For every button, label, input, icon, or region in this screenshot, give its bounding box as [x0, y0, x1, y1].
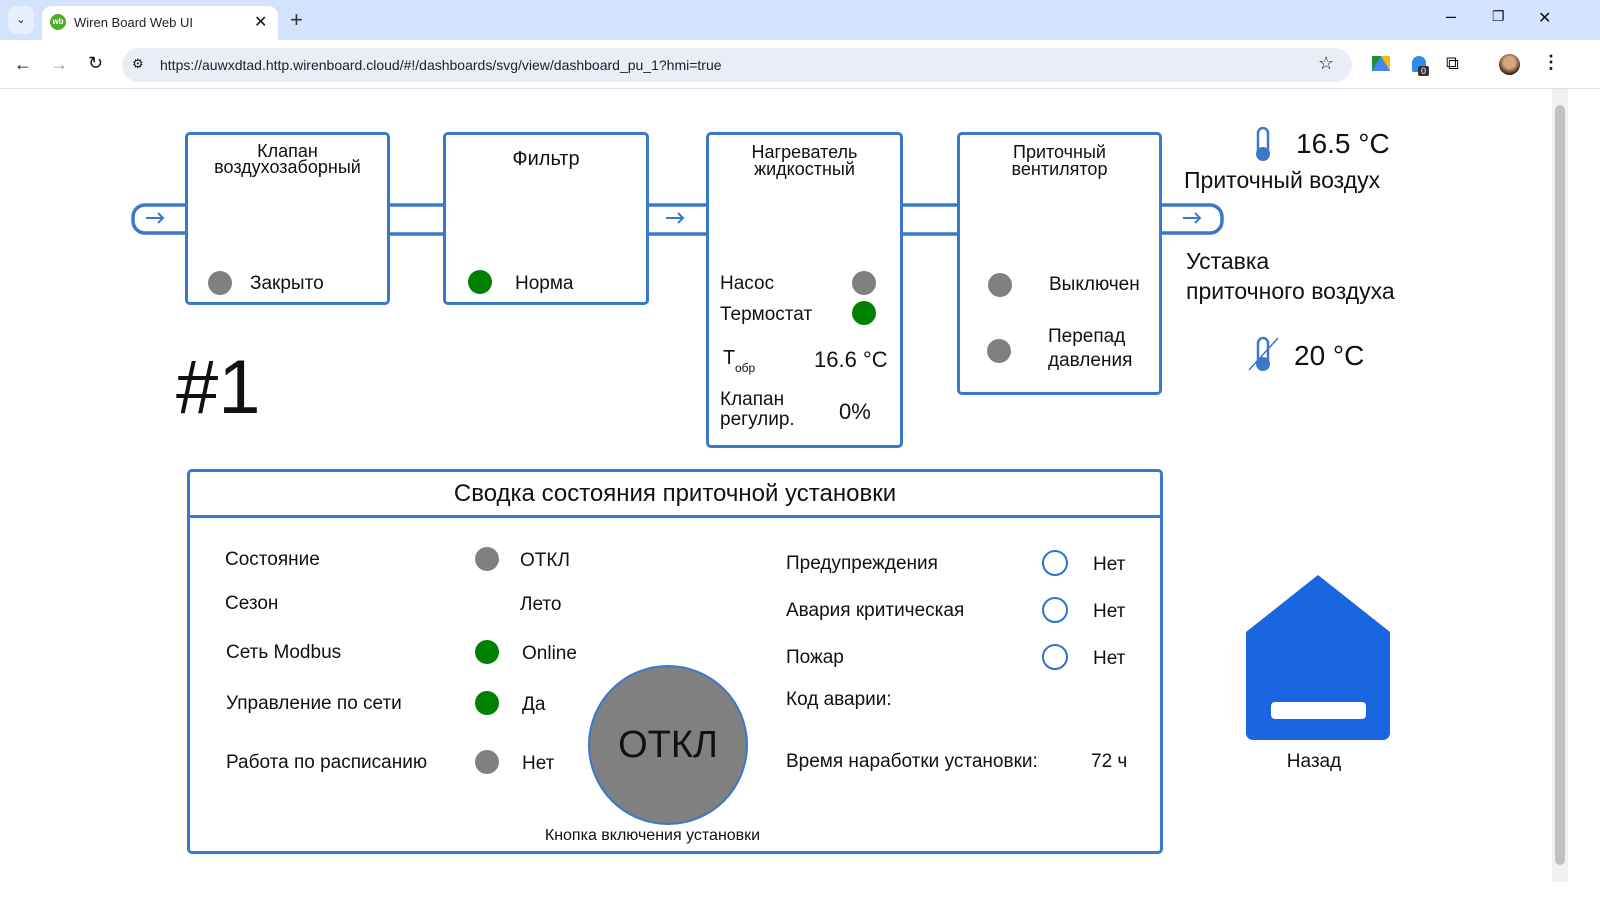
- close-tab-icon[interactable]: ✕: [254, 14, 268, 31]
- menu-kebab-icon[interactable]: ⋮: [1542, 52, 1560, 72]
- status-indicator: [475, 547, 499, 571]
- filter-panel[interactable]: Фильтр Норма: [443, 132, 649, 305]
- bookmark-star-icon[interactable]: ☆: [1318, 53, 1335, 73]
- summary-label: Сезон: [225, 593, 279, 614]
- runtime-value: 72 ч: [1091, 751, 1128, 772]
- pressure-label-2: давления: [1048, 350, 1133, 371]
- forward-icon[interactable]: →: [50, 54, 68, 74]
- status-indicator: [475, 691, 499, 715]
- supply-temp: 16.5 °C: [1296, 128, 1390, 159]
- alarm-value: Нет: [1093, 601, 1126, 622]
- valve-label: Клапан: [720, 389, 785, 410]
- summary-value: Лето: [520, 594, 562, 615]
- heater-panel[interactable]: Нагреватель жидкостный Насос Термостат T…: [706, 132, 903, 448]
- filter-title: Фильтр: [512, 148, 580, 170]
- setpoint-thermometer-icon: [1248, 336, 1279, 371]
- duct-segment: [902, 203, 957, 236]
- alarm-code-label: Код аварии:: [786, 689, 892, 710]
- back-button[interactable]: [1246, 575, 1391, 775]
- duct-segment: [648, 203, 706, 236]
- power-caption: Кнопка включения установки: [544, 827, 761, 844]
- back-icon[interactable]: ←: [14, 54, 32, 74]
- thermometer-icon: [1256, 126, 1270, 161]
- summary-label: Сеть Modbus: [226, 642, 342, 663]
- extensions-puzzle-icon[interactable]: ⧉: [1446, 53, 1459, 73]
- runtime-label: Время наработки установки:: [786, 751, 1038, 772]
- setpoint-label-2: приточного воздуха: [1186, 278, 1395, 304]
- pressure-label: Перепад: [1048, 326, 1126, 347]
- return-temp-value: 16.6 °C: [814, 347, 888, 372]
- alarm-indicator: [1042, 597, 1068, 623]
- wb-favicon: wb: [50, 14, 66, 30]
- extension-badge: 0: [1418, 66, 1430, 76]
- damper-indicator: [208, 271, 232, 295]
- site-settings-icon[interactable]: ⚙: [132, 56, 144, 71]
- tab-title: Wiren Board Web UI: [74, 15, 193, 30]
- flow-arrow-icon: [146, 212, 1202, 224]
- url-text: https://auwxdtad.http.wirenboard.cloud/#…: [160, 57, 722, 73]
- status-indicator: [475, 640, 499, 664]
- thermostat-label: Термостат: [720, 304, 813, 325]
- fan-title-2: вентилятор: [1011, 159, 1108, 179]
- alarm-indicator: [1042, 550, 1068, 576]
- tab-active[interactable]: wb Wiren Board Web UI ✕: [42, 6, 278, 40]
- pressure-indicator: [987, 339, 1011, 363]
- back-label[interactable]: Назад: [1286, 751, 1342, 772]
- outlet-duct: [1161, 203, 1224, 235]
- damper-title: Клапан: [257, 141, 318, 161]
- return-temp-label: T: [723, 347, 736, 369]
- summary-value: Да: [522, 694, 546, 715]
- alarm-label: Авария критическая: [786, 600, 965, 621]
- scrollbar[interactable]: [1552, 89, 1568, 882]
- status-indicator: [475, 750, 499, 774]
- setpoint-value[interactable]: 20 °C: [1294, 340, 1365, 371]
- unit-number: #1: [176, 345, 261, 430]
- damper-panel[interactable]: Клапан воздухозаборный Закрыто: [185, 132, 390, 305]
- new-tab-button[interactable]: +: [290, 7, 303, 32]
- filter-indicator: [468, 270, 492, 294]
- address-bar[interactable]: ⚙ https://auwxdtad.http.wirenboard.cloud…: [122, 48, 1352, 82]
- alarm-value: Нет: [1093, 648, 1126, 669]
- alarm-value: Нет: [1093, 554, 1126, 575]
- alarm-indicator: [1042, 644, 1068, 670]
- fan-indicator: [988, 273, 1012, 297]
- summary-title: Сводка состояния приточной установки: [190, 472, 1160, 518]
- pump-label: Насос: [720, 273, 775, 294]
- return-temp-sub: обр: [735, 361, 756, 375]
- setpoint-label: Уставка: [1186, 248, 1270, 274]
- summary-label: Управление по сети: [226, 693, 402, 714]
- google-drive-icon[interactable]: [1372, 56, 1390, 71]
- reload-icon[interactable]: ↻: [88, 53, 104, 73]
- summary-value: ОТКЛ: [520, 550, 570, 571]
- supply-label: Приточный воздух: [1184, 167, 1381, 193]
- fan-title: Приточный: [1013, 142, 1106, 162]
- damper-status: Закрыто: [250, 273, 324, 294]
- tab-search-button[interactable]: ⌄: [8, 6, 34, 34]
- inlet-duct: [131, 203, 185, 235]
- power-button[interactable]: ОТКЛ: [588, 665, 748, 825]
- filter-status: Норма: [515, 273, 574, 294]
- thermostat-indicator: [852, 301, 876, 325]
- fan-status: Выключен: [1049, 274, 1140, 295]
- scrollbar-thumb[interactable]: [1555, 105, 1565, 865]
- valve-value: 0%: [839, 399, 871, 424]
- summary-value: Нет: [522, 753, 555, 774]
- alarm-label: Предупреждения: [786, 553, 938, 574]
- alarm-label: Пожар: [786, 647, 844, 668]
- home-back-icon: [1246, 575, 1390, 740]
- profile-avatar[interactable]: [1499, 54, 1520, 75]
- heater-title: Нагреватель: [751, 142, 858, 162]
- restore-button[interactable]: ❐: [1492, 8, 1505, 24]
- damper-title-2: воздухозаборный: [214, 157, 361, 177]
- valve-label-2: регулир.: [720, 409, 795, 430]
- pump-indicator: [852, 271, 876, 295]
- close-window-button[interactable]: ✕: [1538, 10, 1552, 27]
- fan-panel[interactable]: Приточный вентилятор Выключен Перепад да…: [957, 132, 1162, 395]
- summary-value: Online: [522, 643, 577, 664]
- duct-segment: [389, 203, 443, 236]
- summary-label: Состояние: [225, 549, 320, 570]
- heater-title-2: жидкостный: [754, 159, 855, 179]
- summary-label: Работа по расписанию: [226, 752, 428, 773]
- minimize-button[interactable]: –: [1446, 6, 1457, 26]
